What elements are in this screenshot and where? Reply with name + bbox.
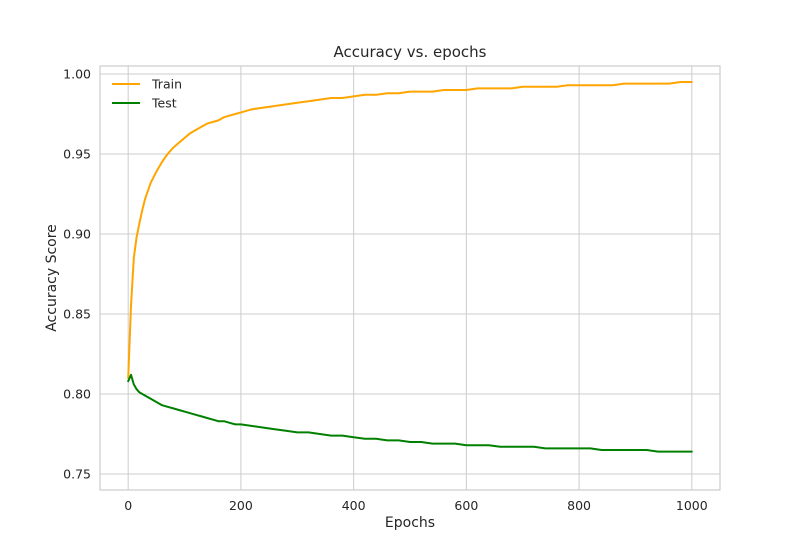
tick-labels: 0 200 400 600 800 1000 0.75 0.80 0.85 0.90 0.95 1.0… xyxy=(63,67,708,514)
plot-frame xyxy=(99,65,721,491)
x-tick-label: 800 xyxy=(567,498,591,513)
x-tick-label: 600 xyxy=(454,498,478,513)
series-line-train xyxy=(127,81,693,379)
legend-label-test: Test xyxy=(151,96,177,111)
y-axis-label: Accuracy Score xyxy=(44,224,60,332)
x-axis-label: Epochs xyxy=(385,515,435,531)
chart-title: Accuracy vs. epochs xyxy=(334,43,487,61)
legend: Train Test xyxy=(112,77,182,111)
y-tick-label: 0.75 xyxy=(63,467,91,482)
y-tick-label: 0.80 xyxy=(63,387,91,402)
y-tick-label: 0.85 xyxy=(63,307,91,322)
grid-lines xyxy=(100,66,720,490)
x-tick-label: 200 xyxy=(229,498,253,513)
y-tick-label: 0.95 xyxy=(63,147,91,162)
x-tick-label: 0 xyxy=(124,498,132,513)
plot-area xyxy=(100,66,720,490)
series-line-test xyxy=(127,373,693,453)
legend-label-train: Train xyxy=(151,77,182,92)
y-tick-label: 1.00 xyxy=(63,67,91,82)
x-tick-label: 1000 xyxy=(676,498,708,513)
series-layer xyxy=(127,81,693,453)
y-tick-label: 0.90 xyxy=(63,227,91,242)
x-tick-label: 400 xyxy=(342,498,366,513)
